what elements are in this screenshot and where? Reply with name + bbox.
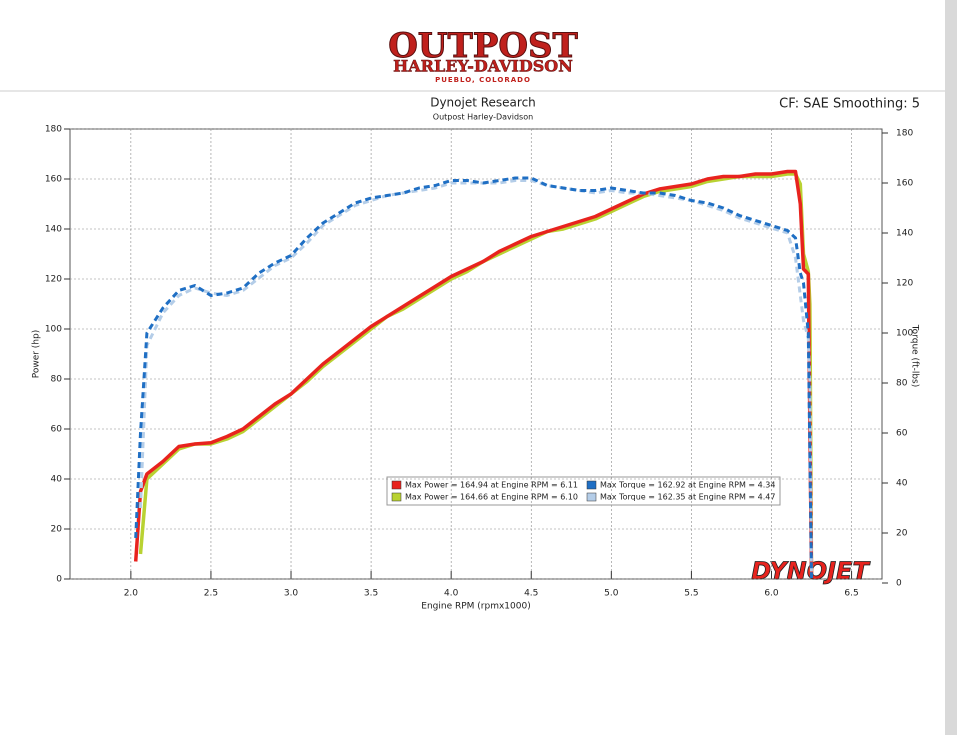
legend	[386, 476, 781, 506]
x-tick-label: 6.5	[844, 589, 858, 599]
legend-swatch	[391, 492, 402, 502]
x-tick-label: 3.5	[364, 589, 378, 599]
y-tick-label: 100	[45, 325, 62, 335]
logo-brand: HARLEY-DAVIDSON	[393, 57, 573, 76]
y-tick-label: 180	[45, 125, 62, 135]
y2-tick-label: 140	[896, 229, 913, 239]
x-tick-label: 6.0	[764, 589, 779, 599]
chart-title: Dynojet Research	[430, 96, 536, 110]
y-tick-label: 160	[45, 175, 62, 185]
y2-tick-label: 80	[896, 379, 908, 389]
legend-label: Max Power = 164.66 at Engine RPM = 6.10	[405, 493, 578, 502]
page-edge	[945, 0, 957, 735]
legend-swatch	[586, 492, 597, 502]
legend-label: Max Torque = 162.35 at Engine RPM = 4.47	[600, 493, 775, 502]
y-tick-label: 60	[51, 425, 63, 435]
x-tick-label: 2.5	[204, 589, 218, 599]
x-tick-label: 4.0	[444, 589, 459, 599]
x-tick-label: 5.5	[684, 589, 698, 599]
x-tick-label: 4.5	[524, 589, 538, 599]
logo-name: OUTPOST	[388, 26, 578, 66]
plot-frame	[69, 128, 883, 580]
logo-place: PUEBLO, COLORADO	[435, 76, 531, 84]
legend-swatch	[391, 480, 402, 490]
y2-axis-title: Torque (ft-lbs)	[910, 324, 920, 388]
y-tick-label: 120	[45, 275, 62, 285]
y2-tick-label: 100	[896, 329, 913, 339]
y-tick-label: 80	[51, 375, 63, 385]
y-tick-label: 20	[51, 525, 63, 535]
y-tick-label: 40	[51, 475, 63, 485]
series-line	[133, 169, 814, 575]
y2-tick-label: 180	[896, 129, 913, 139]
legend-label: Max Power = 164.94 at Engine RPM = 6.11	[405, 481, 578, 490]
y-axis-title: Power (hp)	[32, 330, 42, 379]
y2-tick-label: 0	[896, 579, 902, 589]
legend-swatch	[586, 480, 597, 490]
y-tick-label: 0	[56, 575, 62, 585]
chart-subtitle: Outpost Harley-Davidson	[433, 113, 533, 122]
y2-tick-label: 60	[896, 429, 908, 439]
x-tick-label: 2.0	[124, 589, 139, 599]
series-line	[138, 172, 814, 575]
y2-tick-label: 20	[896, 529, 908, 539]
series-line	[134, 176, 813, 579]
x-tick-label: 3.0	[284, 589, 299, 599]
x-tick-label: 5.0	[604, 589, 619, 599]
legend-label: Max Torque = 162.92 at Engine RPM = 4.34	[600, 481, 775, 490]
y2-tick-label: 40	[896, 479, 908, 489]
series-line	[139, 179, 813, 579]
x-axis-title: Engine RPM (rpmx1000)	[421, 602, 530, 612]
settings-label: CF: SAE Smoothing: 5	[779, 97, 920, 112]
y2-tick-label: 160	[896, 179, 913, 189]
y-tick-label: 140	[45, 225, 62, 235]
y2-tick-label: 120	[896, 279, 913, 289]
